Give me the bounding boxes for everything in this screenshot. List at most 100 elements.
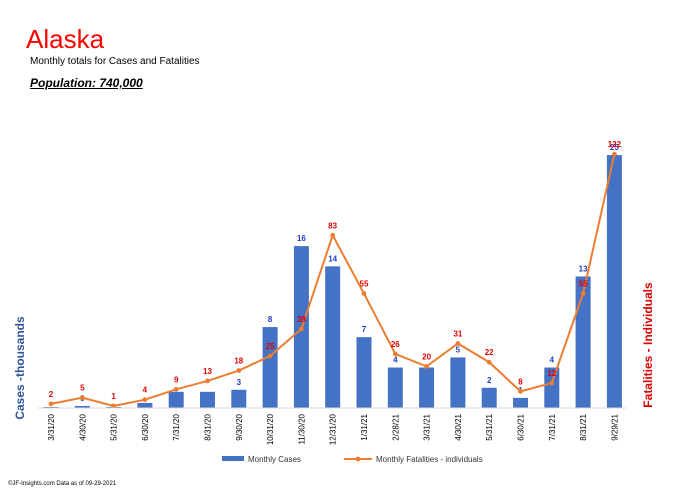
fatality-label-4/30/20: 5 (80, 384, 85, 393)
fatality-label-10/31/20: 25 (266, 342, 275, 351)
fatality-point-12/31/20 (330, 232, 336, 238)
bar-3/31/20 (43, 406, 59, 408)
chart-subtitle: Monthly totals for Cases and Fatalities (30, 56, 200, 67)
bar-3/31/21 (419, 367, 435, 408)
x-tick-9/30/20: 9/30/20 (235, 413, 244, 440)
fatality-point-3/31/21 (424, 363, 429, 369)
bar-label-10/31/20: 8 (268, 315, 273, 324)
x-tick-11/30/20: 11/30/20 (297, 413, 306, 444)
bar-10/31/20 (262, 327, 278, 408)
fatality-label-8/31/21: 55 (579, 280, 588, 289)
fatality-point-8/31/21 (580, 291, 586, 296)
bar-label-2/28/21: 4 (393, 356, 398, 365)
x-tick-7/31/21: 7/31/21 (548, 413, 557, 440)
fatality-point-9/29/21 (612, 151, 617, 157)
fatality-label-5/31/20: 1 (111, 392, 116, 401)
y-axis-label-left: Cases -thousands (13, 316, 27, 420)
x-tick-1/31/21: 1/31/21 (360, 413, 369, 440)
legend: Monthly Cases Monthly Fatalities - indivi… (222, 455, 483, 464)
bar-9/29/21 (606, 155, 622, 408)
population-note: Population: 740,000 (30, 76, 143, 90)
x-tick-3/31/21: 3/31/21 (423, 413, 432, 440)
fatality-point-4/30/21 (455, 341, 461, 346)
x-tick-4/30/21: 4/30/21 (454, 413, 463, 440)
fatality-label-7/31/20: 9 (174, 375, 179, 384)
fatality-label-3/31/20: 2 (49, 390, 54, 399)
fatality-label-11/30/20: 38 (297, 315, 306, 324)
legend-label-cases: Monthly Cases (248, 455, 301, 464)
fatality-label-8/31/20: 13 (203, 367, 212, 376)
x-axis-ticks: 3/31/20 4/30/20 5/31/20 6/30/20 7/31/20 8/31/… (38, 407, 626, 445)
legend-label-fatalities: Monthly Fatalities - individuals (376, 455, 483, 464)
bar-6/30/20 (137, 402, 153, 408)
fatality-label-2/28/21: 26 (391, 340, 400, 349)
fatality-point-10/31/20 (267, 353, 273, 359)
fatality-label-5/31/21: 22 (485, 348, 494, 357)
bar-label-5/31/21: 2 (487, 376, 492, 385)
fatality-label-4/30/21: 31 (453, 330, 462, 339)
fatality-point-7/31/21 (549, 380, 555, 386)
fatality-point-1/31/21 (361, 291, 367, 296)
fatality-label-6/30/21: 8 (518, 377, 523, 386)
bar-1/31/21 (356, 337, 372, 408)
bar-12/31/20 (325, 266, 341, 408)
x-tick-9/29/21: 9/29/21 (610, 413, 619, 440)
fatality-point-8/31/20 (205, 378, 210, 384)
bar-label-9/30/20: 3 (237, 378, 242, 387)
x-tick-3/31/20: 3/31/20 (47, 413, 56, 440)
fatality-point-6/30/21 (518, 388, 523, 394)
bar-label-12/31/20: 14 (328, 254, 337, 263)
bar-4/30/21 (450, 357, 466, 408)
fatality-label-9/29/21: 122 (608, 140, 622, 149)
x-tick-4/30/20: 4/30/20 (78, 413, 87, 440)
x-tick-5/31/21: 5/31/21 (485, 413, 494, 440)
fatality-label-12/31/20: 83 (328, 221, 337, 230)
footer-credit: ©JF-Insights.com Data as of 09-29-2021 (8, 481, 117, 487)
bar-2/28/21 (387, 367, 403, 408)
bar-7/31/20 (168, 391, 184, 408)
x-tick-2/28/21: 2/28/21 (391, 413, 400, 440)
bar-label-7/31/21: 4 (550, 356, 555, 365)
fatality-label-1/31/21: 55 (360, 280, 369, 289)
fatality-point-4/30/20 (79, 395, 85, 400)
bar-7/31/21 (544, 367, 560, 408)
bar-4/30/20 (74, 405, 90, 408)
x-tick-7/31/20: 7/31/20 (172, 413, 181, 440)
fatality-point-7/31/20 (173, 386, 179, 392)
fatality-point-11/30/20 (299, 326, 304, 332)
x-tick-12/31/20: 12/31/20 (329, 413, 338, 445)
x-tick-8/31/21: 8/31/21 (579, 413, 588, 440)
bar-8/31/21 (575, 276, 591, 408)
legend-marker-fatalities (355, 456, 361, 462)
legend-swatch-cases (222, 456, 244, 461)
fatality-point-5/31/21 (486, 359, 492, 365)
bar-labels: 03816147452141325 (80, 143, 619, 403)
x-tick-8/31/20: 8/31/20 (204, 413, 213, 440)
bar-series (43, 155, 622, 408)
x-tick-10/31/20: 10/31/20 (266, 413, 275, 445)
bar-label-11/30/20: 16 (297, 234, 306, 243)
bar-8/31/20 (200, 391, 215, 408)
bar-label-1/31/21: 7 (362, 325, 367, 334)
fatality-point-2/28/21 (392, 351, 398, 357)
chart-title: Alaska (26, 24, 105, 54)
bar-5/31/21 (481, 387, 497, 408)
bar-label-4/30/21: 5 (456, 345, 461, 354)
fatality-label-6/30/20: 4 (143, 386, 148, 395)
x-tick-6/30/21: 6/30/21 (517, 413, 526, 440)
bar-6/30/21 (513, 397, 528, 408)
bar-label-8/31/21: 13 (579, 264, 588, 273)
fatality-point-9/30/20 (236, 368, 242, 373)
fatality-label-3/31/21: 20 (422, 352, 431, 361)
x-tick-5/31/20: 5/31/20 (110, 413, 119, 440)
fatality-label-7/31/21: 12 (547, 369, 556, 378)
fatality-label-9/30/20: 18 (234, 357, 243, 366)
bar-9/30/20 (231, 389, 247, 408)
fatality-point-6/30/20 (142, 397, 148, 403)
bar-label-9/29/21: 25 (610, 143, 619, 152)
y-axis-label-right: Fatalities - Individuals (641, 282, 655, 408)
fatality-point-3/31/20 (48, 401, 54, 407)
fatality-point-5/31/20 (111, 403, 116, 409)
